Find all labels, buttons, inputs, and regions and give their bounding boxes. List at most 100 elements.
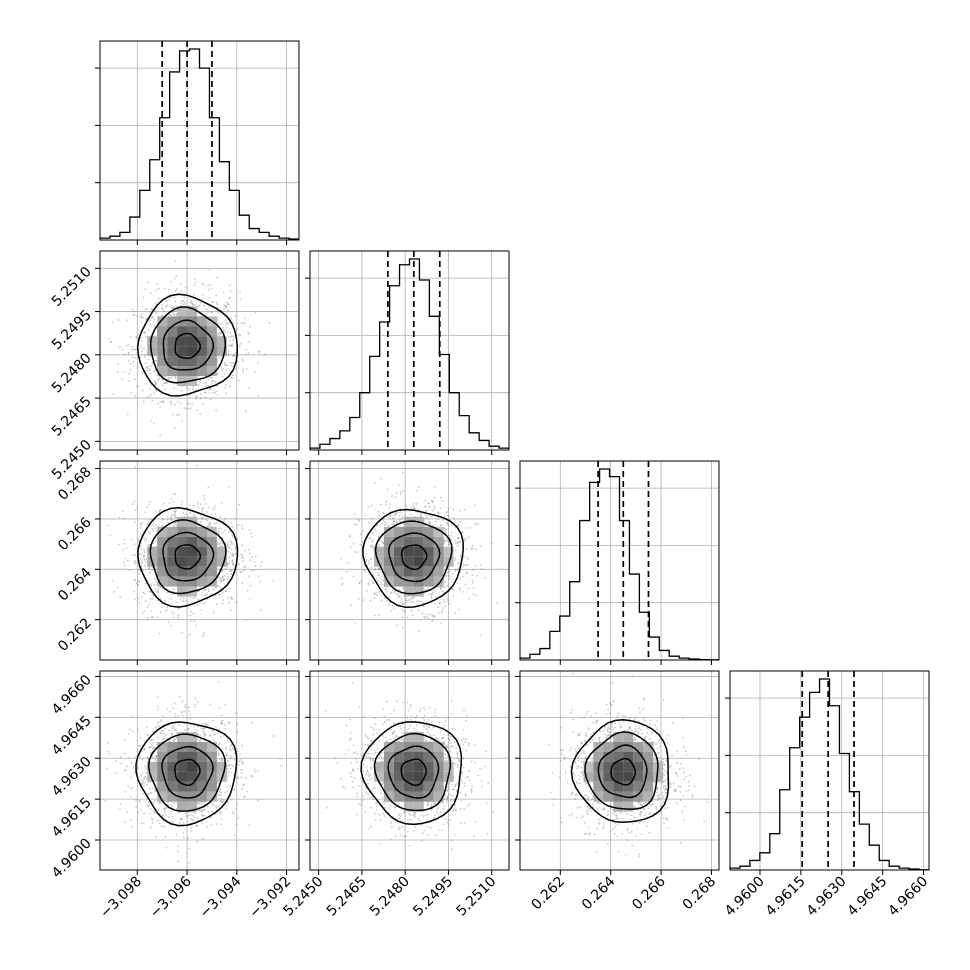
scatter-point xyxy=(215,301,218,304)
scatter-point xyxy=(373,527,376,530)
scatter-point xyxy=(167,521,169,524)
scatter-point xyxy=(231,560,234,563)
scatter-point xyxy=(177,400,179,403)
scatter-point xyxy=(146,617,149,619)
scatter-point xyxy=(183,407,186,410)
scatter-point xyxy=(412,597,415,600)
scatter-point xyxy=(148,590,151,593)
scatter-point xyxy=(124,538,126,541)
scatter-point xyxy=(133,378,136,381)
scatter-point xyxy=(168,299,171,301)
scatter-point xyxy=(134,560,137,562)
scatter-point xyxy=(454,557,457,559)
scatter-point xyxy=(175,509,178,512)
scatter-point xyxy=(233,834,236,837)
scatter-point xyxy=(467,597,470,600)
scatter-point xyxy=(165,382,168,385)
scatter-point xyxy=(161,307,163,310)
scatter-point xyxy=(229,552,232,554)
scatter-point xyxy=(448,543,451,546)
scatter-point xyxy=(359,543,362,546)
scatter-point xyxy=(173,515,176,518)
scatter-point xyxy=(143,548,145,551)
scatter-point xyxy=(402,609,405,612)
scatter-point xyxy=(199,733,202,736)
scatter-point xyxy=(216,310,219,313)
scatter-point xyxy=(228,601,230,604)
scatter-point xyxy=(199,503,202,506)
scatter-point xyxy=(227,485,230,488)
scatter-point xyxy=(208,311,211,314)
scatter-point xyxy=(206,805,209,808)
density-cell xyxy=(177,576,188,587)
scatter-point xyxy=(147,544,149,547)
density-cell xyxy=(206,326,217,337)
scatter-point xyxy=(424,510,427,513)
scatter-point xyxy=(196,840,199,843)
scatter-point xyxy=(360,580,363,583)
scatter-point xyxy=(211,310,214,313)
scatter-point xyxy=(196,604,199,606)
scatter-point xyxy=(212,301,215,303)
scatter-point xyxy=(363,569,365,571)
scatter-point xyxy=(431,509,434,512)
scatter-point xyxy=(226,544,229,547)
scatter-point xyxy=(221,576,224,579)
scatter-point xyxy=(156,696,159,698)
scatter-point xyxy=(394,496,397,499)
scatter-point xyxy=(444,514,447,517)
scatter-point xyxy=(248,552,251,555)
scatter-point xyxy=(242,368,245,371)
scatter-point xyxy=(367,505,370,508)
scatter-point xyxy=(140,534,142,536)
scatter-point xyxy=(202,632,205,635)
scatter-point xyxy=(166,591,168,594)
scatter-point xyxy=(444,530,447,532)
scatter-point xyxy=(219,794,222,796)
density-cell xyxy=(393,546,404,557)
scatter-point xyxy=(151,568,154,571)
scatter-point xyxy=(243,321,246,324)
scatter-point xyxy=(393,520,395,523)
scatter-point xyxy=(110,341,112,344)
scatter-point xyxy=(151,527,154,530)
scatter-point xyxy=(452,588,454,591)
scatter-point xyxy=(225,754,228,757)
scatter-point xyxy=(231,345,234,348)
scatter-point xyxy=(173,296,176,299)
scatter-point xyxy=(147,329,150,332)
scatter-point xyxy=(238,290,241,293)
scatter-point xyxy=(396,525,399,528)
scatter-point xyxy=(380,477,383,480)
scatter-point xyxy=(141,569,144,572)
scatter-point xyxy=(138,572,140,575)
scatter-point xyxy=(210,287,213,290)
scatter-point xyxy=(461,531,464,533)
scatter-point xyxy=(203,498,206,501)
scatter-point xyxy=(431,615,434,617)
scatter-point xyxy=(146,734,149,737)
scatter-point xyxy=(208,268,211,271)
scatter-point xyxy=(424,588,427,590)
scatter-point xyxy=(199,381,202,384)
density-cell xyxy=(167,336,178,347)
scatter-point xyxy=(199,301,202,304)
scatter-point xyxy=(234,355,236,358)
scatter-point xyxy=(126,319,129,322)
scatter-point xyxy=(232,554,234,557)
scatter-point xyxy=(157,721,159,724)
density-cell xyxy=(374,546,384,557)
scatter-point xyxy=(127,352,130,355)
scatter-point xyxy=(145,772,148,775)
scatter-point xyxy=(254,565,257,567)
scatter-point xyxy=(224,590,227,592)
scatter-point xyxy=(125,344,128,347)
scatter-point xyxy=(234,712,237,715)
scatter-point xyxy=(153,584,155,587)
density-cell xyxy=(383,526,394,537)
scatter-point xyxy=(227,331,229,334)
density-cell xyxy=(157,536,168,547)
density-cell xyxy=(167,366,178,377)
scatter-point xyxy=(268,322,271,324)
density-cell xyxy=(177,326,188,337)
